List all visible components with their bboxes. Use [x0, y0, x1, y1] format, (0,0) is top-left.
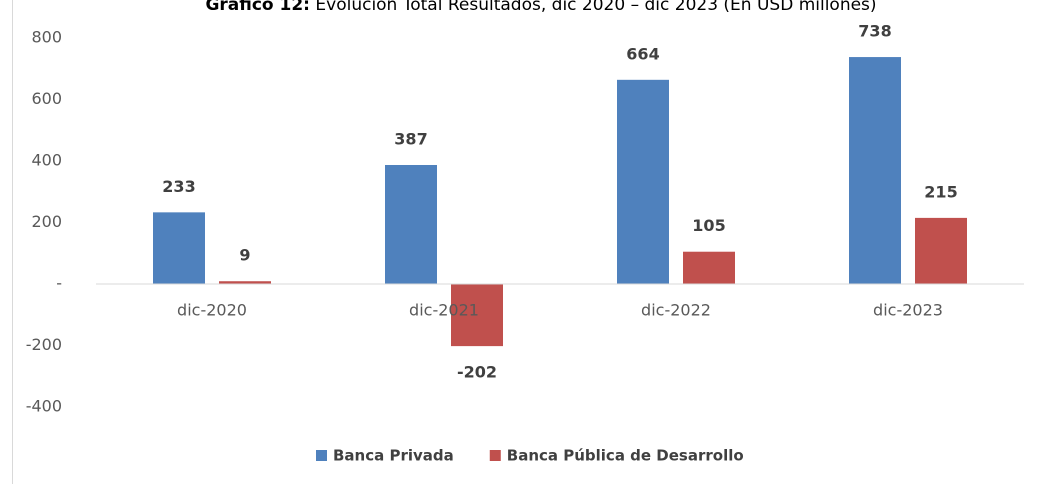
legend-swatch — [316, 450, 327, 461]
y-tick-label: 800 — [31, 28, 62, 47]
value-label: 738 — [858, 22, 891, 41]
x-tick-label: dic-2021 — [409, 301, 479, 320]
x-tick-label: dic-2020 — [177, 301, 247, 320]
title-prefix: Gráfico 12: — [205, 0, 310, 15]
bar — [683, 251, 735, 284]
y-tick-label: 200 — [31, 212, 62, 231]
x-tick-label: dic-2022 — [641, 301, 711, 320]
legend-label: Banca Pública de Desarrollo — [507, 447, 744, 465]
y-tick-label: 600 — [31, 89, 62, 108]
title-text: Evolución Total Resultados, dic 2020 – d… — [315, 0, 876, 15]
y-tick-label: - — [56, 274, 62, 293]
y-tick-label: -200 — [26, 335, 62, 354]
bar — [849, 57, 901, 284]
bar — [219, 281, 271, 284]
chart-title: Gráfico 12: Evolución Total Resultados, … — [205, 0, 876, 15]
value-label: 387 — [394, 129, 427, 148]
bar — [915, 217, 967, 284]
value-label: 105 — [692, 216, 725, 235]
bar — [617, 79, 669, 284]
value-label: 215 — [924, 182, 957, 201]
bar — [385, 164, 437, 284]
legend-swatch — [489, 450, 501, 461]
y-tick-label: -400 — [26, 397, 62, 416]
legend-label: Banca Privada — [333, 447, 454, 465]
chart-border — [12, 0, 13, 484]
value-label: 9 — [239, 246, 250, 265]
x-tick-label: dic-2023 — [873, 301, 943, 320]
value-label: 664 — [626, 44, 659, 63]
value-label: -202 — [457, 363, 497, 382]
bar — [153, 212, 205, 284]
y-tick-label: 400 — [31, 151, 62, 170]
value-label: 233 — [162, 177, 195, 196]
bar — [451, 284, 503, 347]
